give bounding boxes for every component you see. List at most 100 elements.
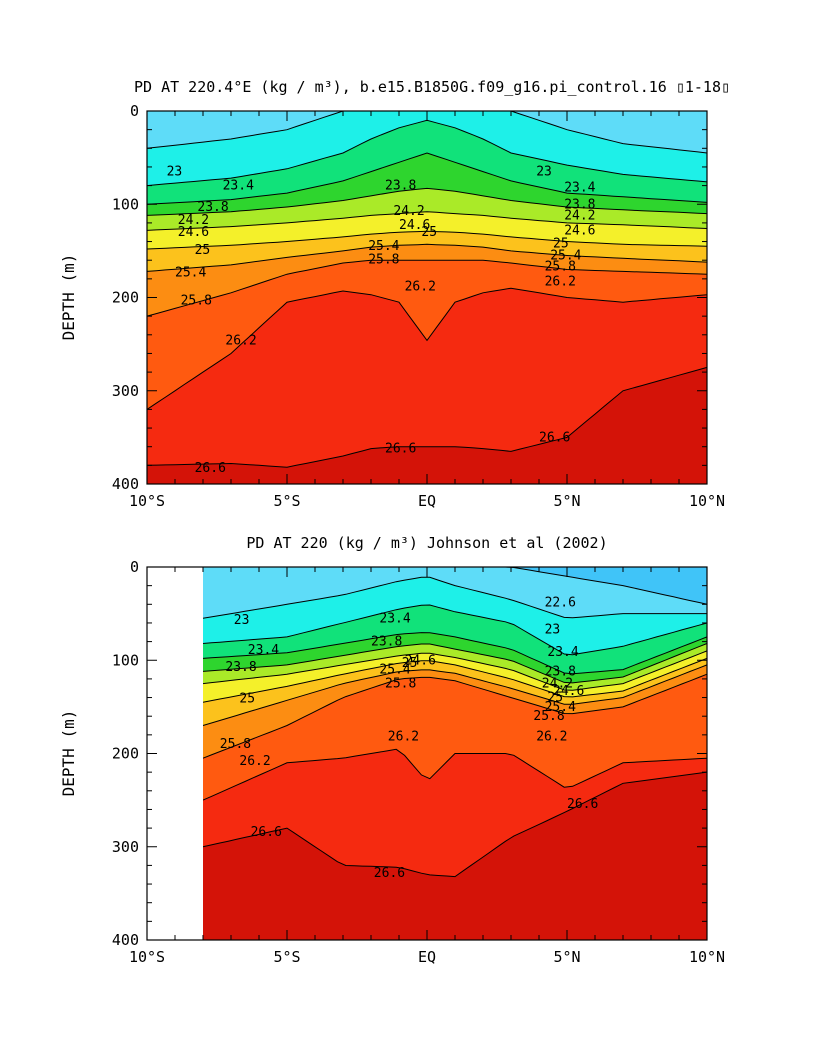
- contour-label: 25.4: [368, 239, 399, 254]
- isopycnal-25.8: [146, 259, 708, 317]
- isopycnal-24.2: [146, 187, 708, 216]
- contour-label: 23: [545, 622, 561, 637]
- panel-2-title: PD AT 220 (kg / m³) Johnson et al (2002): [246, 534, 607, 552]
- isopycnal-25.4: [202, 664, 708, 726]
- contour-label: 26.2: [545, 275, 576, 290]
- contour-label: 23.4: [547, 645, 578, 660]
- panel-model: PD AT 220.4°E (kg / m³), b.e15.B1850G.f0…: [59, 78, 730, 510]
- contour-label: 24.6: [564, 223, 595, 238]
- contour-label: 25.8: [385, 677, 416, 692]
- contour-label: 25.8: [220, 737, 251, 752]
- y-tick-label: 300: [112, 838, 139, 856]
- contour-label: 26.2: [239, 754, 270, 769]
- isopycnal-25: [202, 657, 708, 703]
- contour-label: 25: [402, 656, 418, 671]
- contour-label: 25: [195, 243, 211, 258]
- x-tick-label: 10°S: [129, 492, 165, 510]
- panel-1-ylabel: DEPTH (m): [59, 254, 78, 341]
- contour-label: 25.4: [379, 663, 410, 678]
- contour-label: 25.8: [181, 293, 212, 308]
- isopycnal-23.8: [202, 632, 708, 675]
- contour-label: 24.2: [564, 208, 595, 223]
- isopycnal-26.6: [202, 771, 708, 878]
- isopycnal-23: [202, 576, 707, 619]
- contour-label: 25.8: [368, 252, 399, 267]
- contour-label: 25: [239, 691, 255, 706]
- contour-label: 24.2: [393, 204, 424, 219]
- contour-label: 23.8: [385, 179, 416, 194]
- isopycnal-26.6: [146, 366, 708, 468]
- contour-label: 26.6: [567, 797, 598, 812]
- contour-label: 24.2: [542, 677, 573, 692]
- panel-johnson: PD AT 220 (kg / m³) Johnson et al (2002)…: [59, 534, 725, 966]
- panel-2-ylabel: DEPTH (m): [59, 710, 78, 797]
- contour-label: 23: [536, 165, 552, 180]
- isopycnal-23.4: [202, 604, 708, 656]
- contour-label: 23.8: [225, 660, 256, 675]
- isopycnal-24.2: [202, 643, 708, 684]
- contour-label: 26.6: [251, 825, 282, 840]
- contour-label: 26.6: [385, 442, 416, 457]
- contour-label: 23.4: [223, 179, 254, 194]
- contour-label: 24.6: [405, 653, 436, 668]
- contour-label: 23.4: [248, 643, 279, 658]
- contour-label: 22.6: [545, 595, 576, 610]
- y-tick-label: 200: [112, 745, 139, 763]
- isopycnal-24.6: [202, 650, 708, 691]
- contour-label: 23: [167, 165, 183, 180]
- x-tick-label: 5°N: [553, 948, 580, 966]
- x-tick-label: 10°S: [129, 948, 165, 966]
- x-tick-label: 5°S: [273, 492, 300, 510]
- isopycnal-25.8: [202, 673, 708, 759]
- y-tick-label: 0: [130, 558, 139, 576]
- isopycnal-24.6: [146, 211, 708, 231]
- contour-label: 25: [421, 225, 437, 240]
- contour-label: 26.2: [405, 279, 436, 294]
- contour-label: 23.4: [564, 180, 595, 195]
- y-tick-label: 400: [112, 475, 139, 493]
- panel-2-plot: 2323.423.82525.826.226.623.423.824.62525…: [112, 558, 725, 966]
- contour-label: 26.2: [536, 730, 567, 745]
- contour-label: 23.4: [379, 611, 410, 626]
- isopycnal-25.4: [146, 243, 708, 272]
- density-fill-band: [203, 567, 707, 619]
- contour-label: 23: [234, 613, 250, 628]
- x-tick-label: 10°N: [689, 948, 725, 966]
- contour-label: 25: [553, 236, 569, 251]
- contour-label: 23.8: [564, 197, 595, 212]
- x-tick-label: 5°N: [553, 492, 580, 510]
- contour-label: 24.6: [399, 218, 430, 233]
- contour-label: 25.4: [175, 265, 206, 280]
- contour-label: 25.8: [545, 260, 576, 275]
- y-tick-label: 300: [112, 382, 139, 400]
- contour-label: 24.6: [178, 225, 209, 240]
- contour-label: 24.2: [178, 213, 209, 228]
- isopycnal-23.8: [146, 152, 708, 205]
- contour-label: 25.4: [545, 700, 576, 715]
- y-tick-label: 100: [112, 651, 139, 669]
- y-tick-label: 400: [112, 931, 139, 949]
- panel-1-title: PD AT 220.4°E (kg / m³), b.e15.B1850G.f0…: [134, 78, 730, 96]
- y-tick-label: 100: [112, 195, 139, 213]
- contour-label: 26.6: [195, 461, 226, 476]
- contour-label: 23.8: [371, 635, 402, 650]
- contour-label: 23.8: [197, 200, 228, 215]
- contour-label: 26.6: [374, 866, 405, 881]
- contour-label: 26.2: [225, 333, 256, 348]
- density-fill-band: [203, 567, 707, 605]
- y-tick-label: 200: [112, 289, 139, 307]
- x-tick-label: 10°N: [689, 492, 725, 510]
- panel-1-plot: 2323.423.824.224.62525.425.826.226.623.8…: [112, 102, 725, 510]
- isopycnal-26.2: [146, 287, 708, 410]
- contour-label: 25.4: [550, 249, 581, 264]
- x-tick-label: 5°S: [273, 948, 300, 966]
- contour-label: 24.6: [553, 684, 584, 699]
- contour-label: 26.2: [388, 730, 419, 745]
- contour-label: 23.8: [545, 664, 576, 679]
- contour-label: 26.6: [539, 430, 570, 445]
- density-fill-band: [147, 111, 707, 153]
- contour-label: 25.8: [533, 709, 564, 724]
- contour-label: 25: [547, 691, 563, 706]
- y-tick-label: 0: [130, 102, 139, 120]
